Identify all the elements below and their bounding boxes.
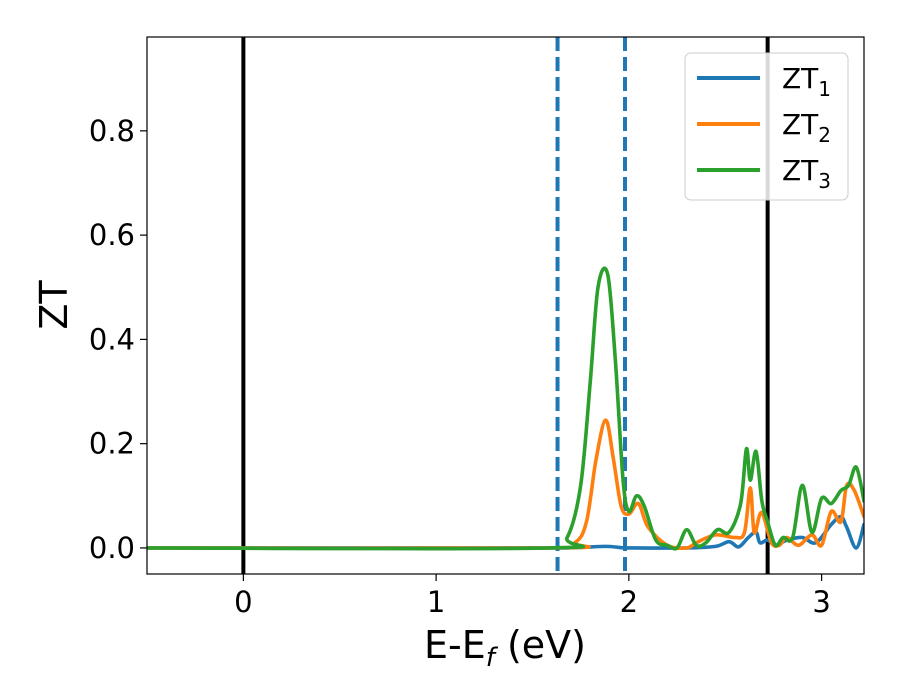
x-tick-label: 0 (234, 585, 252, 619)
y-tick-label: 0.4 (89, 322, 135, 356)
y-tick-label: 0.2 (89, 427, 135, 461)
x-axis-ticks: 0 1 2 3 (234, 574, 831, 619)
y-tick-label: 0.0 (89, 531, 135, 565)
y-tick-label: 0.8 (89, 114, 135, 148)
y-axis-ticks: 0.0 0.2 0.4 0.6 0.8 (89, 114, 147, 565)
series-line-zt2 (147, 418, 864, 551)
x-tick-label: 2 (620, 585, 638, 619)
x-tick-label: 1 (427, 585, 445, 619)
legend-box (684, 52, 849, 201)
series-line-zt3 (147, 266, 864, 551)
y-axis-label: ZT (32, 280, 76, 330)
legend-label: ZT2 (782, 108, 831, 147)
legend-label: ZT1 (782, 62, 831, 101)
legend: ZT1 ZT2 ZT3 (684, 52, 849, 201)
x-axis-label: E-Ef (eV) (424, 623, 586, 673)
y-tick-label: 0.6 (89, 218, 135, 252)
plot-frame (146, 36, 865, 575)
series-layer (147, 266, 864, 551)
legend-label: ZT3 (782, 154, 831, 193)
x-tick-label: 3 (812, 585, 830, 619)
